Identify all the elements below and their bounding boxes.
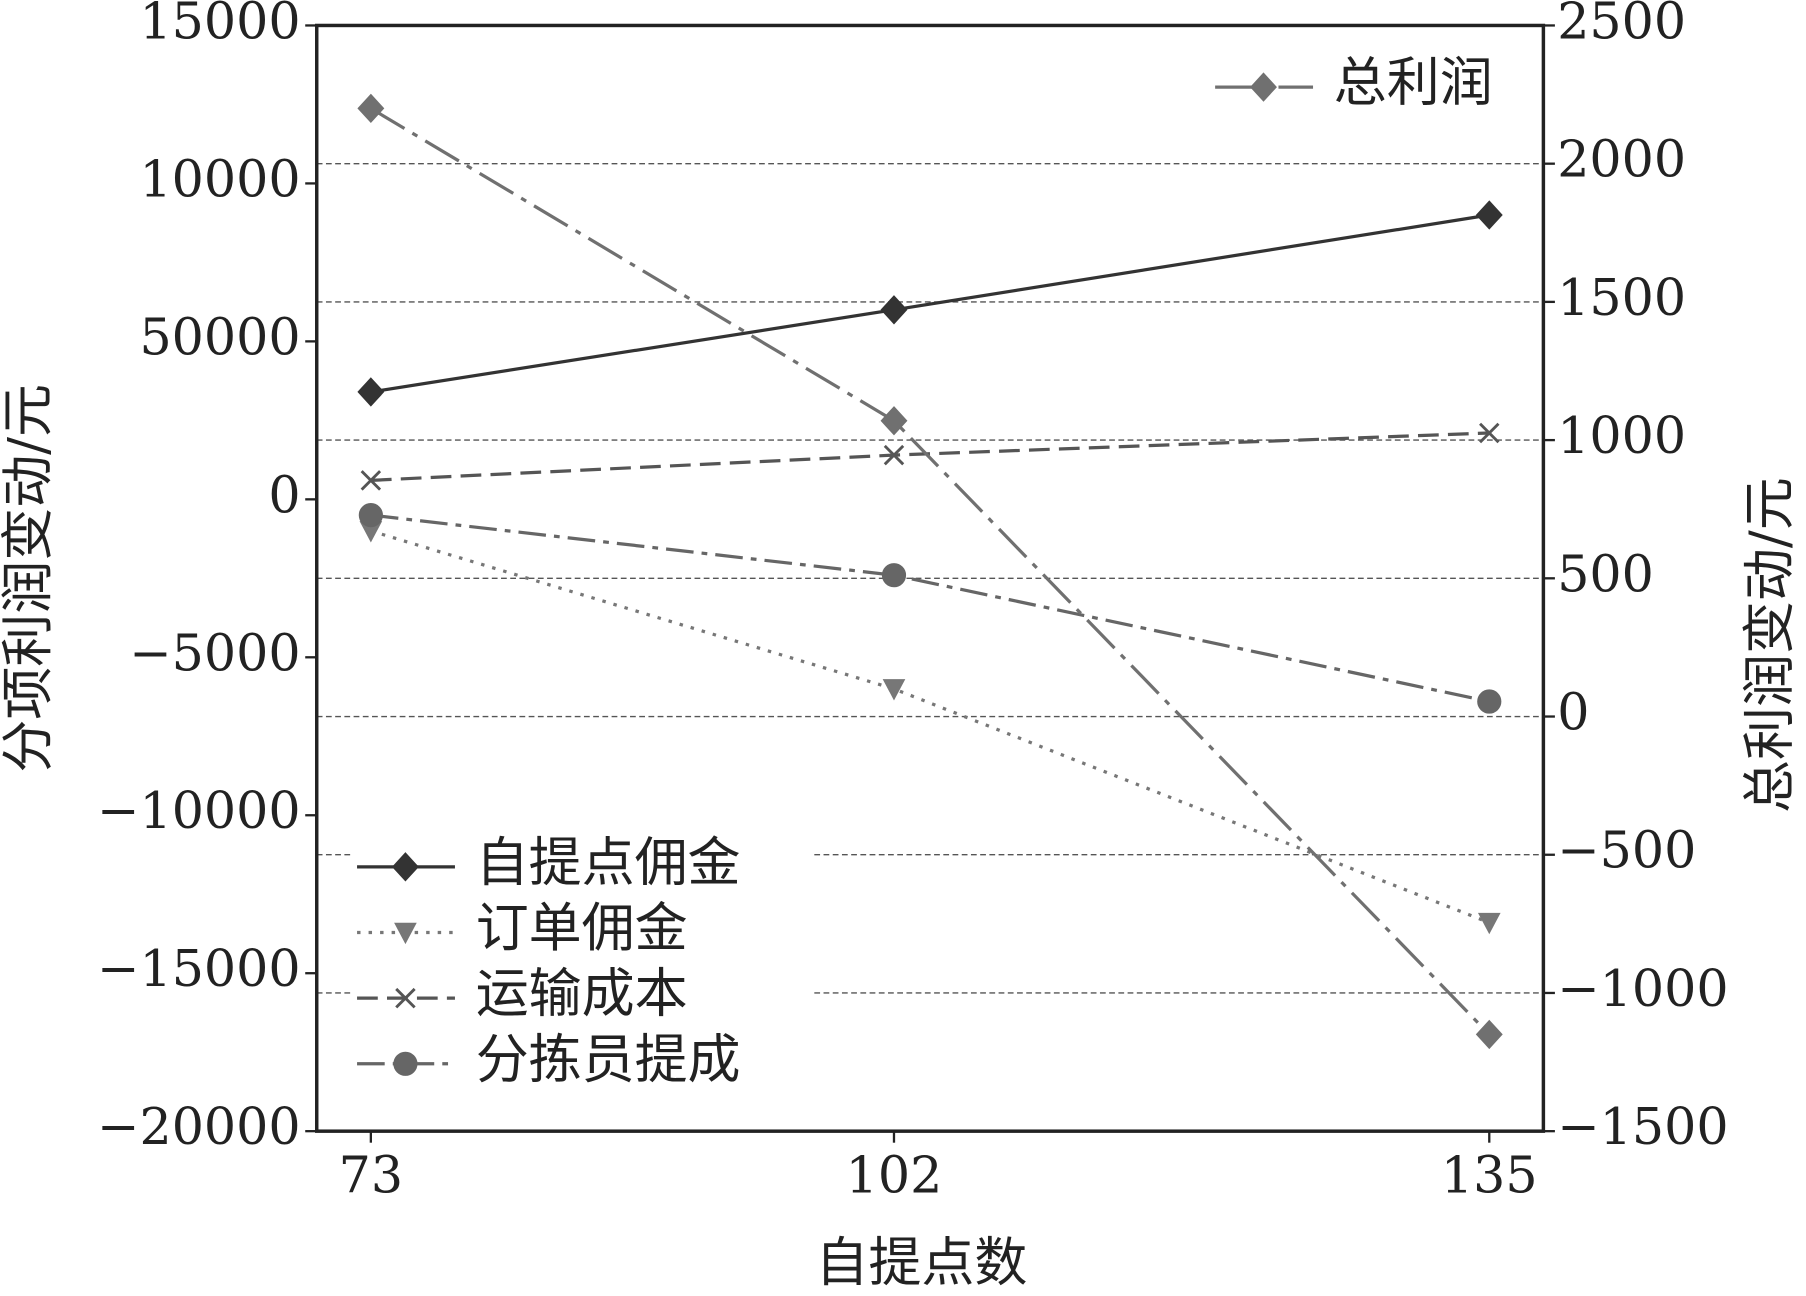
y2-tick-label: 2500 [1557,0,1686,50]
data-point [357,93,385,124]
data-point [360,470,382,491]
legend-label: 分拣员提成 [476,1029,741,1090]
legend-box [351,834,813,1097]
y2-axis-label: 总利润变动/元 [1739,477,1800,813]
series-line [370,513,1490,704]
y-tick-label: −5000 [129,623,300,682]
x-tick-label: 102 [846,1146,943,1205]
data-point [357,377,385,407]
legend-label: 订单佣金 [476,898,688,959]
data-point [1477,912,1501,935]
legend: 总利润 [1209,53,1521,120]
y2-tick-label: −1500 [1557,1097,1728,1156]
data-point [880,295,908,325]
y2-tick-label: 1500 [1557,268,1686,327]
data-point [1475,200,1503,230]
y-tick-label: 0 [268,465,300,524]
legend-marker [1250,72,1277,102]
y-tick-label: −10000 [97,781,301,840]
data-point [880,406,908,436]
legend-marker [393,1051,418,1076]
x-tick-label: 73 [339,1146,403,1205]
y-tick-label: −20000 [97,1097,301,1156]
legend-label: 自提点佣金 [476,832,741,893]
y2-tick-label: 0 [1557,683,1589,742]
series-line [370,213,1490,394]
y-axis-label: 分项利润变动/元 [0,384,59,773]
data-point [1479,422,1500,444]
x-tick-label: 135 [1441,1146,1538,1205]
y2-tick-label: 500 [1557,544,1654,603]
legend-label: 运输成本 [476,964,688,1025]
y-tick-label: 10000 [139,149,300,208]
y2-tick-label: 1000 [1557,406,1686,465]
data-point [1475,1019,1503,1050]
y2-tick-label: −1000 [1557,959,1728,1018]
data-point [881,563,907,588]
y2-tick-label: 2000 [1557,130,1686,189]
y-tick-label: 15000 [139,0,300,50]
data-point [1477,689,1502,714]
data-point [358,503,383,528]
y-tick-label: 50000 [139,307,300,366]
data-point [882,679,906,701]
legend-marker [395,987,416,1009]
legend-marker [391,852,419,882]
plot-frame [315,23,1546,1133]
legend-label: 总利润 [1334,53,1493,114]
data-point [883,444,905,466]
x-axis-label: 自提点数 [815,1233,1027,1294]
y2-tick-label: −500 [1557,821,1696,880]
y-tick-label: −15000 [97,939,301,998]
legend-marker [394,922,417,945]
